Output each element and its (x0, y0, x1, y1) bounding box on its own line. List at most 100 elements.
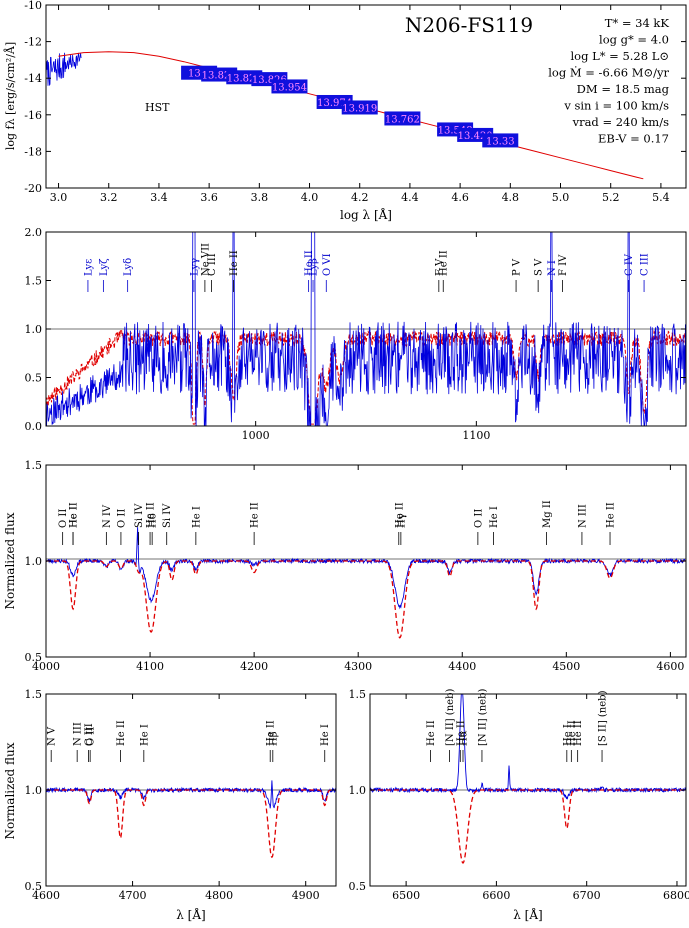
line-id-label: S V (534, 258, 545, 276)
line-id-label: Si IV (134, 503, 145, 528)
line-id-label: He I (320, 724, 331, 746)
line-id-label: N IV (102, 504, 113, 528)
line-id-label: N V (47, 726, 58, 746)
y-tick-label: 1.5 (25, 688, 43, 701)
x-tick-label: 3.2 (100, 191, 118, 204)
uv-observed-series (46, 222, 686, 426)
line-id-label: Hα (458, 730, 469, 746)
uv-observed-line (46, 222, 686, 426)
halpha-observed-series (370, 690, 686, 799)
hbeta-ylabel: Normalized flux (3, 742, 17, 839)
x-tick-label: 4.2 (351, 191, 369, 204)
y-tick-label: 1.5 (25, 459, 43, 472)
line-id-label: Hδ (148, 513, 159, 528)
model-spectrum-line (46, 561, 686, 638)
hbeta-xlabel: λ [Å] (176, 907, 205, 922)
line-id-label: Lyβ (309, 258, 320, 276)
y-tick-label: -14 (24, 72, 42, 85)
line-id-label: Hγ (396, 513, 407, 528)
x-tick-label: 4300 (344, 660, 372, 673)
y-tick-label: 0.5 (25, 880, 43, 893)
line-id-label: [N II] (neb) (445, 689, 456, 746)
line-id-label: He II (229, 250, 240, 276)
y-tick-label: 0.5 (25, 372, 43, 385)
stellar-parameter: v sin i = 100 km/s (563, 99, 669, 113)
y-tick-label: 1.5 (349, 688, 367, 701)
sed-xlabel: log λ [Å] (340, 207, 392, 222)
x-tick-label: 4800 (205, 889, 233, 902)
line-id-label: He II (426, 720, 437, 746)
x-tick-label: 5.0 (552, 191, 570, 204)
line-id-label: He II (69, 502, 80, 528)
line-id-label: O II (58, 509, 69, 528)
line-id-label: N I (547, 260, 558, 276)
halpha-xlabel: λ [Å] (513, 907, 542, 922)
line-id-label: Si IV (162, 503, 173, 528)
x-tick-label: 3.0 (50, 191, 68, 204)
line-id-label: C III (207, 253, 218, 276)
line-id-label: O II (86, 727, 97, 746)
stellar-parameter: vrad = 240 km/s (572, 115, 670, 129)
stellar-parameter: T* = 34 kK (605, 16, 670, 30)
x-tick-label: 5.2 (602, 191, 620, 204)
x-tick-label: 4.8 (502, 191, 520, 204)
observed-uv-flux-line (46, 53, 81, 86)
observed-flux-series (46, 53, 81, 86)
line-id-label: Lyζ (99, 258, 110, 276)
y-tick-label: -12 (24, 36, 42, 49)
y-tick-label: 1.5 (25, 275, 43, 288)
observed-spectrum-line (370, 690, 686, 799)
y-tick-label: -18 (24, 145, 42, 158)
x-tick-label: 4400 (448, 660, 476, 673)
blue-observed-series (46, 527, 686, 608)
x-tick-label: 4.4 (401, 191, 419, 204)
x-tick-label: 4100 (136, 660, 164, 673)
x-tick-label: 4.6 (451, 191, 469, 204)
x-tick-label: 6500 (392, 889, 420, 902)
sed-title: N206-FS119 (405, 13, 533, 37)
photometry-label: 13.762 (385, 114, 420, 125)
x-tick-label: 4600 (656, 660, 684, 673)
observed-spectrum-line (46, 527, 686, 608)
y-tick-label: 2.0 (25, 226, 43, 239)
y-tick-label: 0.5 (349, 880, 367, 893)
line-id-label: N III (577, 504, 588, 528)
halpha-model-series (370, 790, 686, 863)
line-id-label: P V (512, 258, 523, 276)
y-tick-label: 1.0 (349, 784, 367, 797)
line-id-label: Lyδ (123, 258, 134, 276)
x-tick-label: 4200 (240, 660, 268, 673)
stellar-parameter: log g* = 4.0 (599, 33, 669, 47)
line-id-label: Hβ (268, 731, 279, 746)
hst-annotation: HST (145, 101, 170, 114)
stellar-parameter: DM = 18.5 mag (577, 82, 670, 96)
y-tick-label: 1.0 (25, 555, 43, 568)
x-tick-label: 4500 (552, 660, 580, 673)
x-tick-label: 1000 (242, 429, 270, 442)
stellar-parameter: EB-V = 0.17 (598, 132, 669, 146)
line-id-label: He II (116, 720, 127, 746)
line-id-label: F IV (558, 254, 569, 276)
line-id-label: C IV (624, 253, 635, 276)
y-tick-label: -10 (24, 0, 42, 12)
sed-panel: 13.813.82913.82613.82613.95413.97413.919… (3, 0, 686, 222)
line-id-label: Mg II (542, 500, 553, 528)
line-id-label: He II (439, 250, 450, 276)
line-id-label: O VI (322, 253, 333, 276)
sed-ylabel: log fλ [erg/s/cm²/Å] (3, 42, 17, 150)
x-tick-label: 4900 (292, 889, 320, 902)
x-tick-label: 5.4 (652, 191, 670, 204)
blue-ylabel: Normalized flux (3, 512, 17, 609)
line-id-label: [S II] (neb) (598, 690, 609, 746)
x-tick-label: 6800 (663, 889, 689, 902)
x-tick-label: 4700 (119, 889, 147, 902)
